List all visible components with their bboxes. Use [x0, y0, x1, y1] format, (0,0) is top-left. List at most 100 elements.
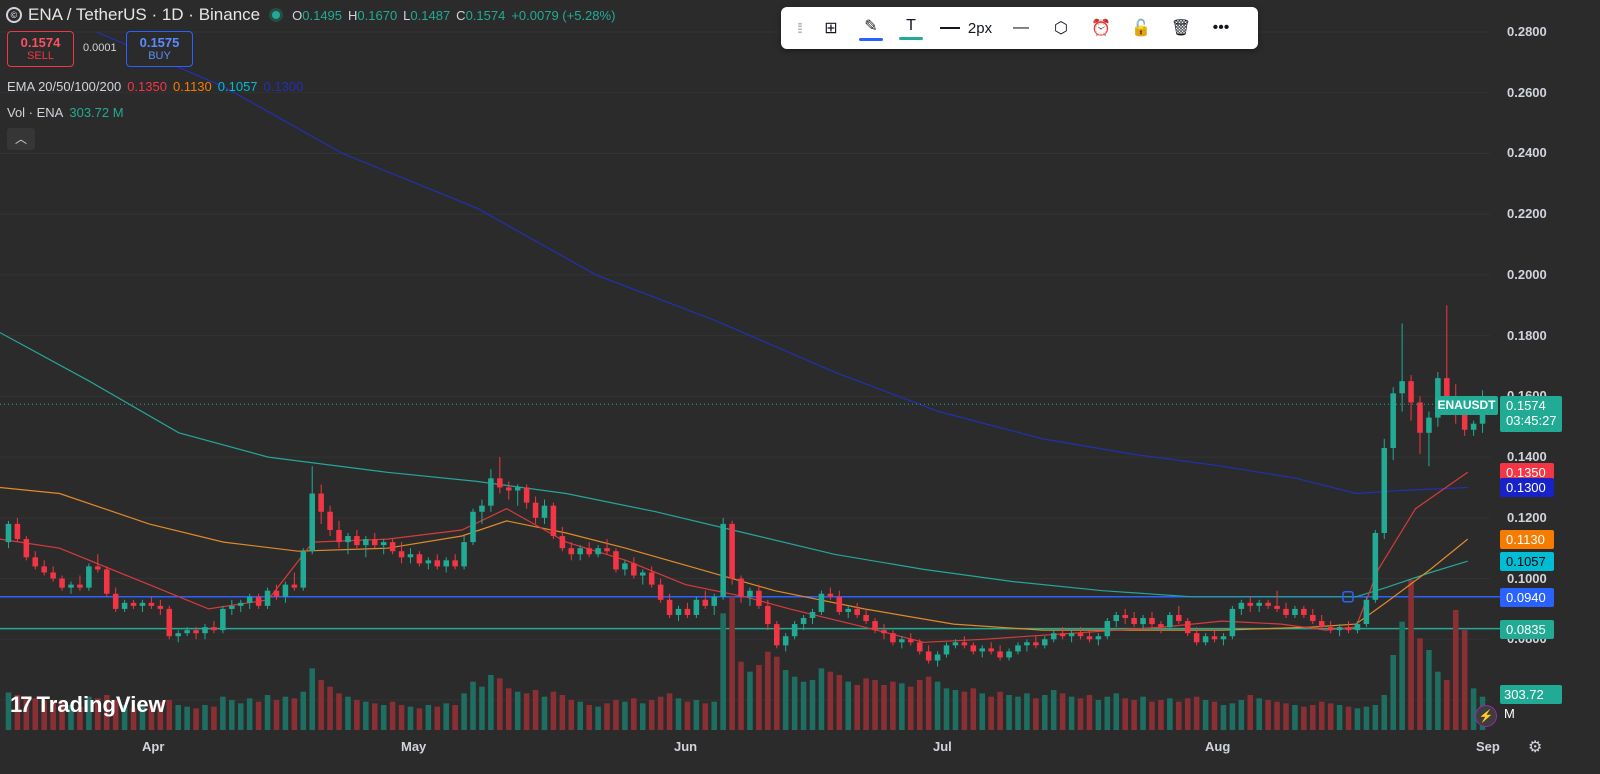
volume-bar [1381, 695, 1388, 730]
ema100-line [0, 332, 1468, 598]
volume-bar [1006, 695, 1012, 730]
candle-body [765, 605, 771, 625]
volume-bar [1068, 696, 1075, 730]
volume-bar [899, 683, 905, 730]
candle-body [988, 648, 994, 652]
candle-body [497, 478, 503, 488]
candle-body [1184, 621, 1191, 634]
volume-bar [720, 613, 726, 730]
volume-bar [291, 698, 298, 730]
volume-bar [514, 691, 521, 730]
volume-bar [622, 701, 628, 730]
market-status-icon[interactable] [272, 11, 281, 19]
buy-button[interactable]: 0.1575 BUY [126, 31, 193, 67]
symbol-title[interactable]: ENA / TetherUS · 1D · Binance [28, 5, 261, 24]
candle-body [1006, 651, 1012, 658]
volume-bar [1435, 671, 1441, 730]
ema-legend[interactable]: EMA 20/50/100/200 0.1350 0.1130 0.1057 0.13… [7, 79, 309, 94]
candle-body [720, 523, 726, 597]
candle-body [514, 487, 521, 491]
candle-body [925, 651, 932, 661]
symbol-tag: ENAUSDT [1435, 396, 1498, 415]
more-icon[interactable]: ••• [1212, 19, 1230, 36]
volume-bar [872, 680, 878, 730]
volume-bar [488, 675, 494, 730]
volume-bar [1140, 696, 1146, 730]
candle-body [791, 624, 798, 637]
volume-legend[interactable]: Vol · ENA 303.72 M [7, 105, 124, 120]
text-icon[interactable]: T [893, 11, 929, 45]
volume-bar [613, 700, 619, 730]
candle-body [648, 572, 655, 585]
candle-body [854, 608, 860, 615]
candle-body [112, 593, 119, 609]
candle-body [872, 621, 878, 631]
line-width[interactable]: 2px [933, 11, 999, 45]
templates-icon[interactable]: ⊞ [824, 20, 838, 37]
candle-body [68, 584, 74, 588]
volume-bar [997, 691, 1003, 730]
volume-bar [202, 705, 208, 730]
candle-body [1042, 639, 1048, 646]
candle-body [470, 511, 476, 543]
volume-bar [1283, 703, 1289, 730]
candle-body [836, 596, 843, 612]
volume-bar [943, 688, 950, 730]
candle-body [434, 560, 441, 567]
coin-icon[interactable]: © [6, 7, 22, 23]
candle-body [657, 584, 664, 600]
lightning-icon[interactable]: ⚡ [1475, 705, 1497, 727]
time-axis-label: Jul [933, 739, 952, 754]
candle-body [291, 584, 298, 588]
candle-body [389, 542, 396, 552]
candle-body [1256, 602, 1262, 606]
drag-handle-icon[interactable]: ⁞⁞ [797, 20, 803, 36]
candle-body [908, 639, 914, 643]
settings-hex-icon[interactable]: ⬡ [1054, 20, 1068, 37]
volume-bar [184, 706, 190, 730]
tradingview-logo[interactable]: 17 TradingView [10, 692, 166, 718]
chevron-up-icon[interactable]: ︿ [7, 128, 35, 150]
volume-bar [800, 681, 807, 730]
pencil-icon[interactable]: ✎ [853, 11, 889, 45]
candle-body [943, 645, 950, 655]
candle-body [380, 542, 387, 546]
candle-body [782, 636, 789, 646]
volume-bar [1372, 705, 1379, 730]
candle-body [282, 584, 289, 597]
candle-body [1033, 642, 1039, 646]
ema200-line [96, 31, 1468, 495]
volume-bar [559, 695, 566, 730]
level-drag-handle[interactable] [1342, 591, 1354, 603]
sell-button[interactable]: 0.1574 SELL [7, 31, 74, 67]
trash-icon[interactable]: 🗑 [1170, 20, 1192, 37]
volume-bar [398, 705, 405, 730]
candlesticks [5, 305, 1486, 667]
candle-body [756, 590, 762, 606]
volume-bar [1158, 700, 1164, 730]
candle-body [309, 493, 315, 552]
candle-body [86, 566, 92, 588]
lock-icon[interactable]: 🔓 [1131, 20, 1151, 37]
volume-bar [193, 708, 199, 730]
vol-label: Vol · ENA [7, 105, 64, 120]
candle-body [318, 493, 324, 512]
candle-body [1327, 627, 1334, 631]
gear-icon[interactable]: ⚙ [1528, 739, 1543, 756]
price-axis-label: 0.1400 [1507, 449, 1547, 465]
candle-body [327, 511, 333, 530]
ema-value: 0.1057 [217, 79, 258, 94]
volume-bar [318, 680, 324, 730]
price-axis-label: 0.2800 [1507, 24, 1547, 39]
volume-bar [229, 700, 235, 730]
candle-body [354, 536, 360, 546]
candle-body [595, 548, 601, 555]
volume-bar [68, 705, 74, 730]
alert-icon[interactable]: ⏰ [1091, 20, 1111, 37]
line-style-icon[interactable]: — [1013, 19, 1029, 36]
volume-bars [5, 580, 1486, 730]
candle-body [398, 551, 405, 558]
volume-bar [648, 700, 655, 730]
volume-bar [1363, 706, 1370, 730]
